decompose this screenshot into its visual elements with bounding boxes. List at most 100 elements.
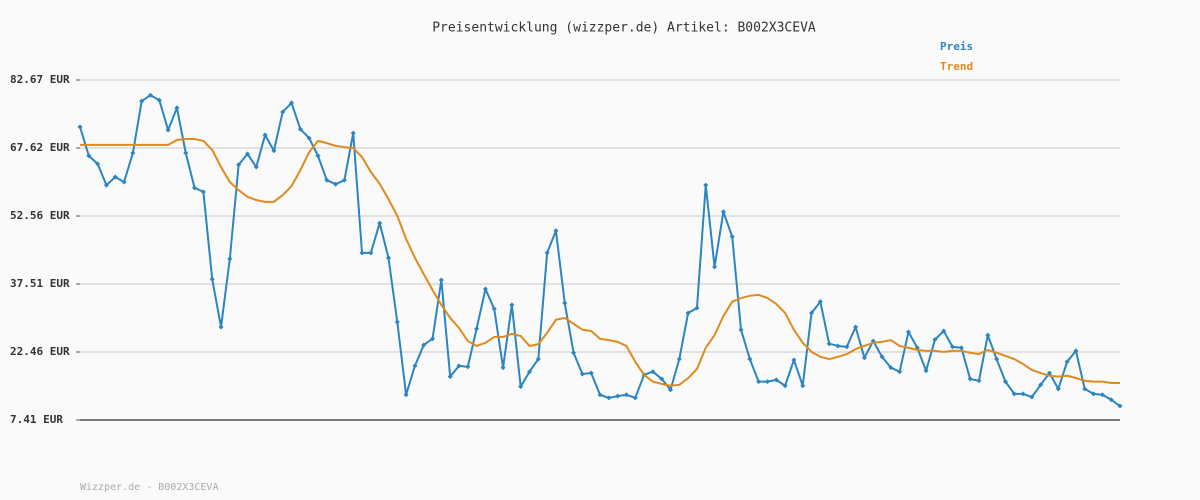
marker xyxy=(597,392,603,398)
marker xyxy=(1064,359,1070,365)
marker xyxy=(756,379,762,385)
marker xyxy=(227,256,233,262)
marker xyxy=(333,181,339,187)
marker xyxy=(139,98,145,104)
marker xyxy=(1091,391,1097,397)
marker xyxy=(544,250,550,256)
marker xyxy=(218,324,224,330)
marker xyxy=(923,368,929,374)
marker xyxy=(297,126,303,132)
marker xyxy=(394,319,400,325)
marker xyxy=(535,356,541,362)
marker xyxy=(174,105,180,111)
marker xyxy=(712,264,718,270)
y-tick-label: 22.46 EUR xyxy=(10,345,70,358)
marker xyxy=(306,135,312,141)
marker xyxy=(1073,348,1079,354)
marker xyxy=(280,109,286,115)
marker xyxy=(782,383,788,389)
marker xyxy=(773,377,779,383)
marker xyxy=(509,302,515,308)
marker xyxy=(183,150,189,156)
marker xyxy=(579,371,585,377)
marker xyxy=(932,337,938,343)
marker xyxy=(650,369,656,375)
marker xyxy=(553,228,559,234)
marker xyxy=(377,220,383,226)
series-line xyxy=(80,138,1120,387)
marker xyxy=(764,379,770,385)
marker xyxy=(421,342,427,348)
marker xyxy=(518,384,524,390)
marker xyxy=(976,378,982,384)
marker xyxy=(465,364,471,370)
marker xyxy=(315,153,321,159)
marker xyxy=(253,164,259,170)
marker xyxy=(888,365,894,371)
marker xyxy=(447,374,453,380)
marker xyxy=(738,327,744,333)
marker xyxy=(905,329,911,335)
chart-title: Preisentwicklung (wizzper.de) Artikel: B… xyxy=(432,21,816,36)
marker xyxy=(148,92,154,98)
marker xyxy=(103,182,109,188)
marker xyxy=(1029,394,1035,400)
marker xyxy=(112,174,118,180)
marker xyxy=(324,177,330,183)
marker xyxy=(623,392,629,398)
marker xyxy=(844,344,850,350)
marker xyxy=(826,341,832,347)
legend-label: Trend xyxy=(940,60,973,73)
marker xyxy=(130,150,136,156)
marker xyxy=(817,299,823,305)
marker xyxy=(994,356,1000,362)
marker xyxy=(262,132,268,138)
marker xyxy=(1046,370,1052,376)
marker xyxy=(588,370,594,376)
marker xyxy=(236,162,242,168)
legend-label: Preis xyxy=(940,40,973,53)
marker xyxy=(1011,391,1017,397)
marker xyxy=(703,182,709,188)
marker xyxy=(482,286,488,292)
marker xyxy=(368,250,374,256)
marker xyxy=(271,148,277,154)
marker xyxy=(412,363,418,369)
marker xyxy=(967,376,973,382)
marker xyxy=(438,277,444,283)
marker xyxy=(985,332,991,338)
marker xyxy=(676,356,682,362)
y-tick-label: 67.62 EUR xyxy=(10,141,70,154)
marker xyxy=(385,255,391,261)
marker xyxy=(456,363,462,369)
marker xyxy=(853,324,859,330)
marker xyxy=(1082,386,1088,392)
marker xyxy=(474,326,480,332)
marker xyxy=(668,387,674,393)
marker xyxy=(1020,391,1026,397)
marker xyxy=(403,392,409,398)
marker xyxy=(350,130,356,136)
marker xyxy=(244,151,250,157)
y-tick-label: 7.41 EUR xyxy=(10,413,63,426)
marker xyxy=(897,369,903,375)
marker xyxy=(1108,397,1114,403)
marker xyxy=(1099,392,1105,398)
marker xyxy=(341,177,347,183)
marker xyxy=(289,100,295,106)
footer: Wizzper.de - B002X3CEVA xyxy=(80,482,218,493)
marker xyxy=(791,357,797,363)
marker xyxy=(694,305,700,311)
marker xyxy=(659,376,665,382)
marker xyxy=(156,97,162,103)
marker xyxy=(562,300,568,306)
marker xyxy=(491,306,497,312)
marker xyxy=(606,395,612,401)
marker xyxy=(685,310,691,316)
marker xyxy=(571,350,577,356)
marker xyxy=(615,393,621,399)
marker xyxy=(729,234,735,240)
marker xyxy=(835,343,841,349)
